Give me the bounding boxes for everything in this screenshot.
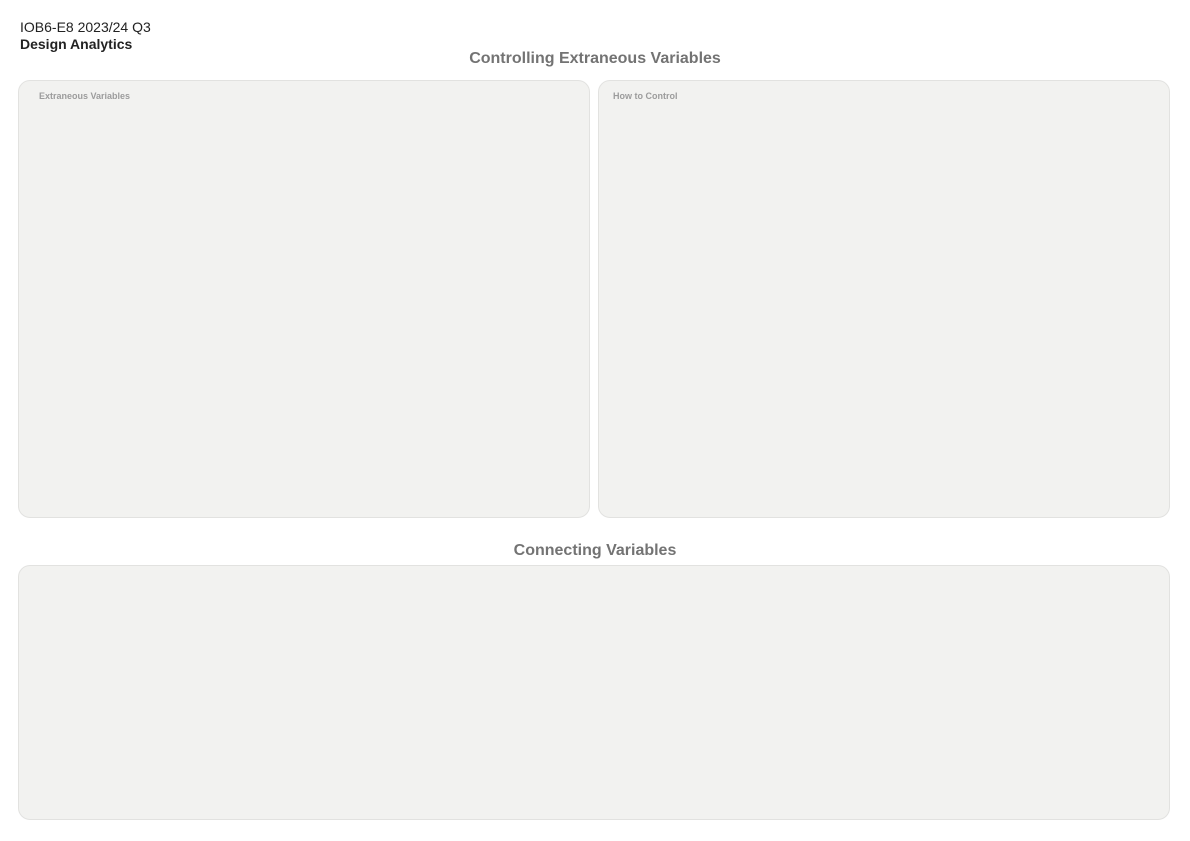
section-title-controlling: Controlling Extraneous Variables xyxy=(469,50,721,67)
extraneous-variables-label: Extraneous Variables xyxy=(39,91,131,101)
course-name: Design Analytics xyxy=(20,36,133,52)
extraneous-variables-panel[interactable]: Extraneous Variables xyxy=(18,80,590,518)
connecting-variables-panel[interactable] xyxy=(18,565,1170,820)
section-title-connecting: Connecting Variables xyxy=(513,542,677,559)
how-to-control-label: How to Control xyxy=(613,91,678,101)
course-code: IOB6-E8 2023/24 Q3 xyxy=(20,19,151,35)
how-to-control-panel[interactable]: How to Control xyxy=(598,80,1170,518)
